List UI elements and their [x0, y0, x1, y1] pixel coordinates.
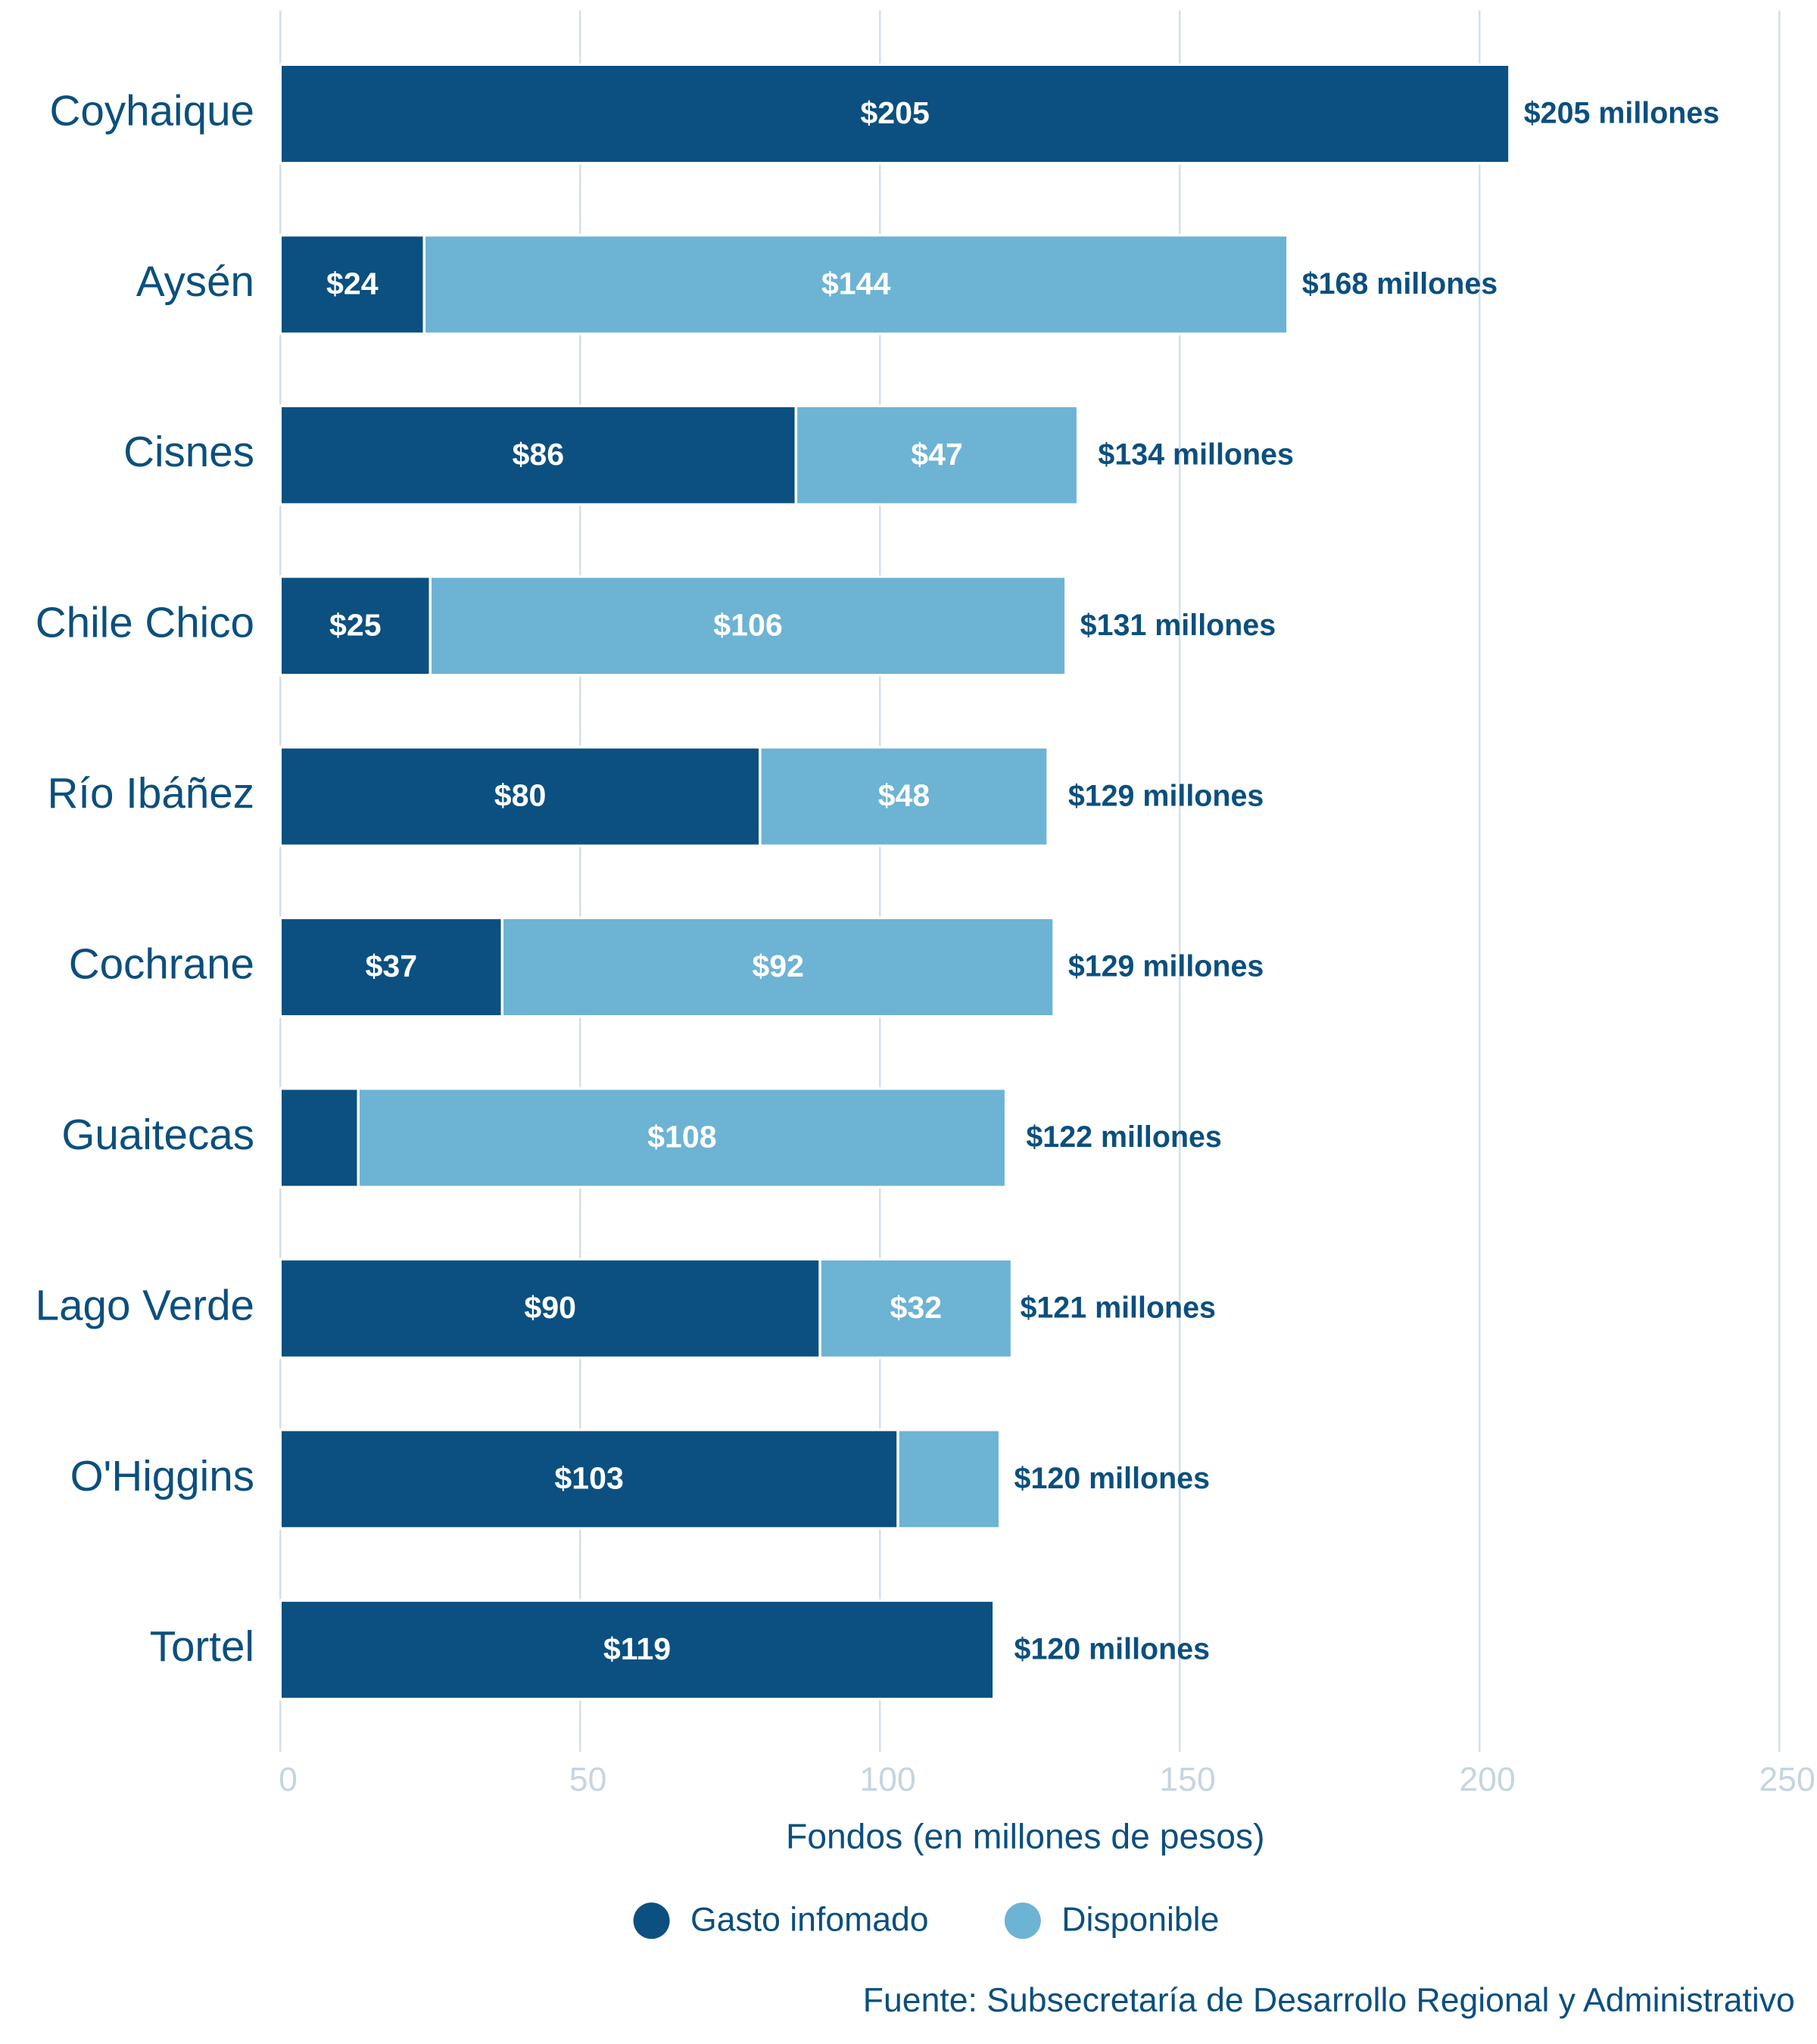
bar-segment [279, 575, 432, 677]
bar-value-label: $119 [603, 1631, 671, 1666]
total-label: $122 millones [1026, 1120, 1221, 1154]
bar-value-label: $80 [494, 778, 547, 813]
x-axis-label: Fondos (en millones de pesos) [786, 1816, 1265, 1855]
total-label: $134 millones [1098, 438, 1293, 471]
bar-segment [500, 916, 1055, 1018]
x-tick-label: 250 [1759, 1761, 1815, 1798]
y-tick-label: Aysén [136, 257, 254, 305]
bar-segment [818, 1257, 1014, 1360]
bar-segment [357, 1087, 1008, 1189]
bar-segment [279, 746, 762, 847]
legend-label: Gasto infomado [690, 1902, 929, 1939]
bar-segment [422, 234, 1289, 335]
bar-segment [279, 1257, 821, 1360]
y-tick-label: Lago Verde [36, 1281, 254, 1329]
y-tick-label: Tortel [150, 1622, 254, 1670]
legend-label: Disponible [1061, 1902, 1219, 1939]
x-tick-label: 0 [279, 1761, 298, 1798]
total-label: $120 millones [1014, 1462, 1210, 1495]
bar-value-label: $106 [713, 607, 783, 642]
bar-segment [279, 916, 504, 1018]
legend-swatch [633, 1902, 670, 1940]
bar-value-label: $205 [860, 95, 930, 130]
bar-value-label: $37 [365, 949, 417, 983]
total-label: $205 millones [1524, 97, 1719, 130]
bar-segment [759, 746, 1049, 847]
bar-segment [794, 404, 1080, 506]
bar-value-label: $92 [752, 949, 804, 983]
y-tick-label: Cisnes [123, 428, 254, 475]
y-tick-label: Cochrane [69, 940, 254, 988]
source-note: Fuente: Subsecretaría de Desarrollo Regi… [863, 1982, 1795, 2019]
bar-segment [896, 1428, 1002, 1530]
bar-value-label: $25 [329, 607, 382, 642]
bar-value-label: $103 [554, 1460, 624, 1495]
x-tick-label: 150 [1159, 1761, 1215, 1798]
total-label: $129 millones [1068, 950, 1264, 983]
bar-value-label: $47 [911, 437, 963, 472]
total-label: $120 millones [1014, 1632, 1210, 1665]
bar-segment [429, 575, 1067, 677]
bar-segment [279, 404, 798, 506]
bar-segment [279, 63, 1511, 165]
bar-value-label: $108 [647, 1120, 717, 1154]
y-tick-label: Chile Chico [36, 599, 254, 647]
x-tick-label: 100 [859, 1761, 915, 1798]
y-tick-label: O'Higgins [70, 1452, 254, 1500]
bar-value-label: $48 [878, 778, 930, 813]
total-label: $131 millones [1080, 609, 1276, 642]
y-tick-label: Río Ibáñez [47, 769, 254, 817]
bar-value-label: $90 [524, 1290, 576, 1325]
total-label: $168 millones [1302, 267, 1498, 301]
x-tick-label: 200 [1459, 1761, 1515, 1798]
bar-value-label: $24 [326, 266, 379, 301]
total-label: $121 millones [1020, 1292, 1215, 1325]
bar-segment [279, 1087, 360, 1189]
y-tick-label: Coyhaique [50, 86, 254, 134]
legend-swatch [1004, 1902, 1041, 1940]
bar-value-label: $32 [890, 1290, 942, 1325]
bar-segment [279, 1599, 996, 1701]
x-tick-label: 50 [569, 1761, 607, 1798]
bar-value-label: $86 [513, 437, 565, 472]
y-tick-label: Guaitecas [61, 1111, 254, 1158]
bar-value-label: $144 [821, 266, 891, 301]
total-label: $129 millones [1068, 779, 1264, 812]
